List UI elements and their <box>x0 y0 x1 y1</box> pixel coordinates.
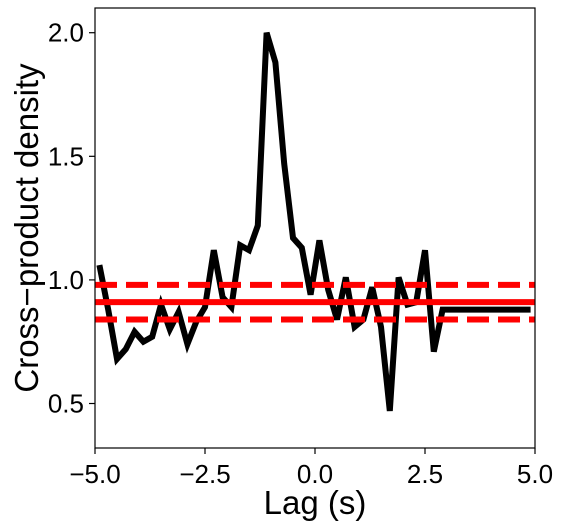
x-tick-label: −5.0 <box>69 459 120 489</box>
y-tick-label: 1.0 <box>48 265 84 295</box>
y-axis-ticks: 0.5 1.0 1.5 2.0 <box>48 18 95 419</box>
y-axis-label: Cross−product density <box>8 63 45 393</box>
plot-area <box>95 31 535 412</box>
x-axis-label: Lag (s) <box>264 484 367 521</box>
y-tick-label: 2.0 <box>48 18 84 48</box>
y-tick-label: 0.5 <box>48 389 84 419</box>
x-tick-label: 2.5 <box>407 459 443 489</box>
axes-frame <box>94 7 536 449</box>
x-tick-label: 5.0 <box>517 459 553 489</box>
x-tick-label: 0.0 <box>297 459 333 489</box>
y-tick-label: 1.5 <box>48 141 84 171</box>
series-line-0 <box>96 31 531 412</box>
x-axis-ticks: −5.0 −2.5 0.0 2.5 5.0 <box>69 448 553 489</box>
x-tick-label: −2.5 <box>179 459 230 489</box>
